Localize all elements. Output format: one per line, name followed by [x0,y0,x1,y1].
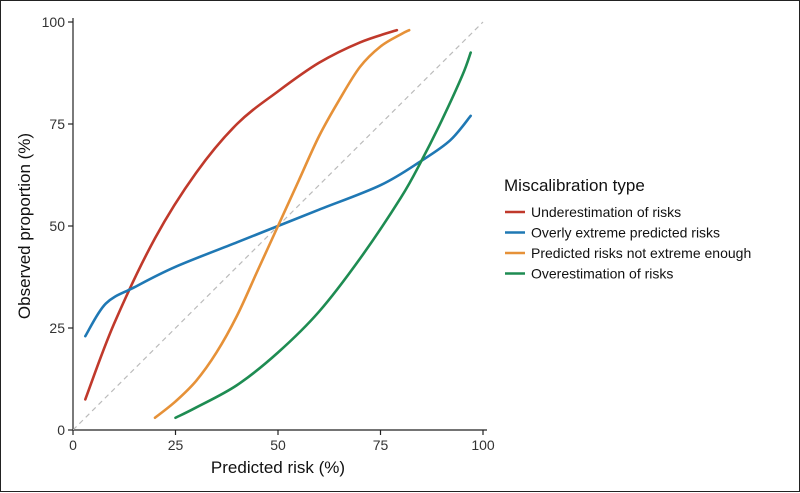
series-line-1 [84,28,399,401]
y-tick-label: 50 [49,218,65,234]
y-tick-label: 75 [49,116,65,132]
y-tick-label: 100 [42,14,66,30]
legend-label-2: Overly extreme predicted risks [531,225,720,241]
axes [72,18,487,431]
series-group [84,28,472,420]
x-tick-label: 100 [471,437,495,453]
legend: Miscalibration type Underestimation of r… [504,176,751,282]
x-tick-label: 0 [69,437,77,453]
legend-label-4: Overestimation of risks [531,266,673,282]
series-line-4 [174,51,472,420]
x-tick-label: 50 [270,437,286,453]
legend-label-3: Predicted risks not extreme enough [531,245,751,261]
y-axis-title: Observed proportion (%) [15,133,34,319]
x-axis-title: Predicted risk (%) [211,458,345,477]
y-tick-label: 0 [57,422,65,438]
y-tick-label: 25 [49,320,65,336]
series-line-3 [153,28,411,420]
legend-title: Miscalibration type [504,176,645,195]
ticks-group: 0 25 50 75 100 0 25 50 75 100 [42,14,495,453]
x-tick-label: 25 [168,437,184,453]
x-tick-label: 75 [373,437,389,453]
legend-label-1: Underestimation of risks [531,204,681,220]
